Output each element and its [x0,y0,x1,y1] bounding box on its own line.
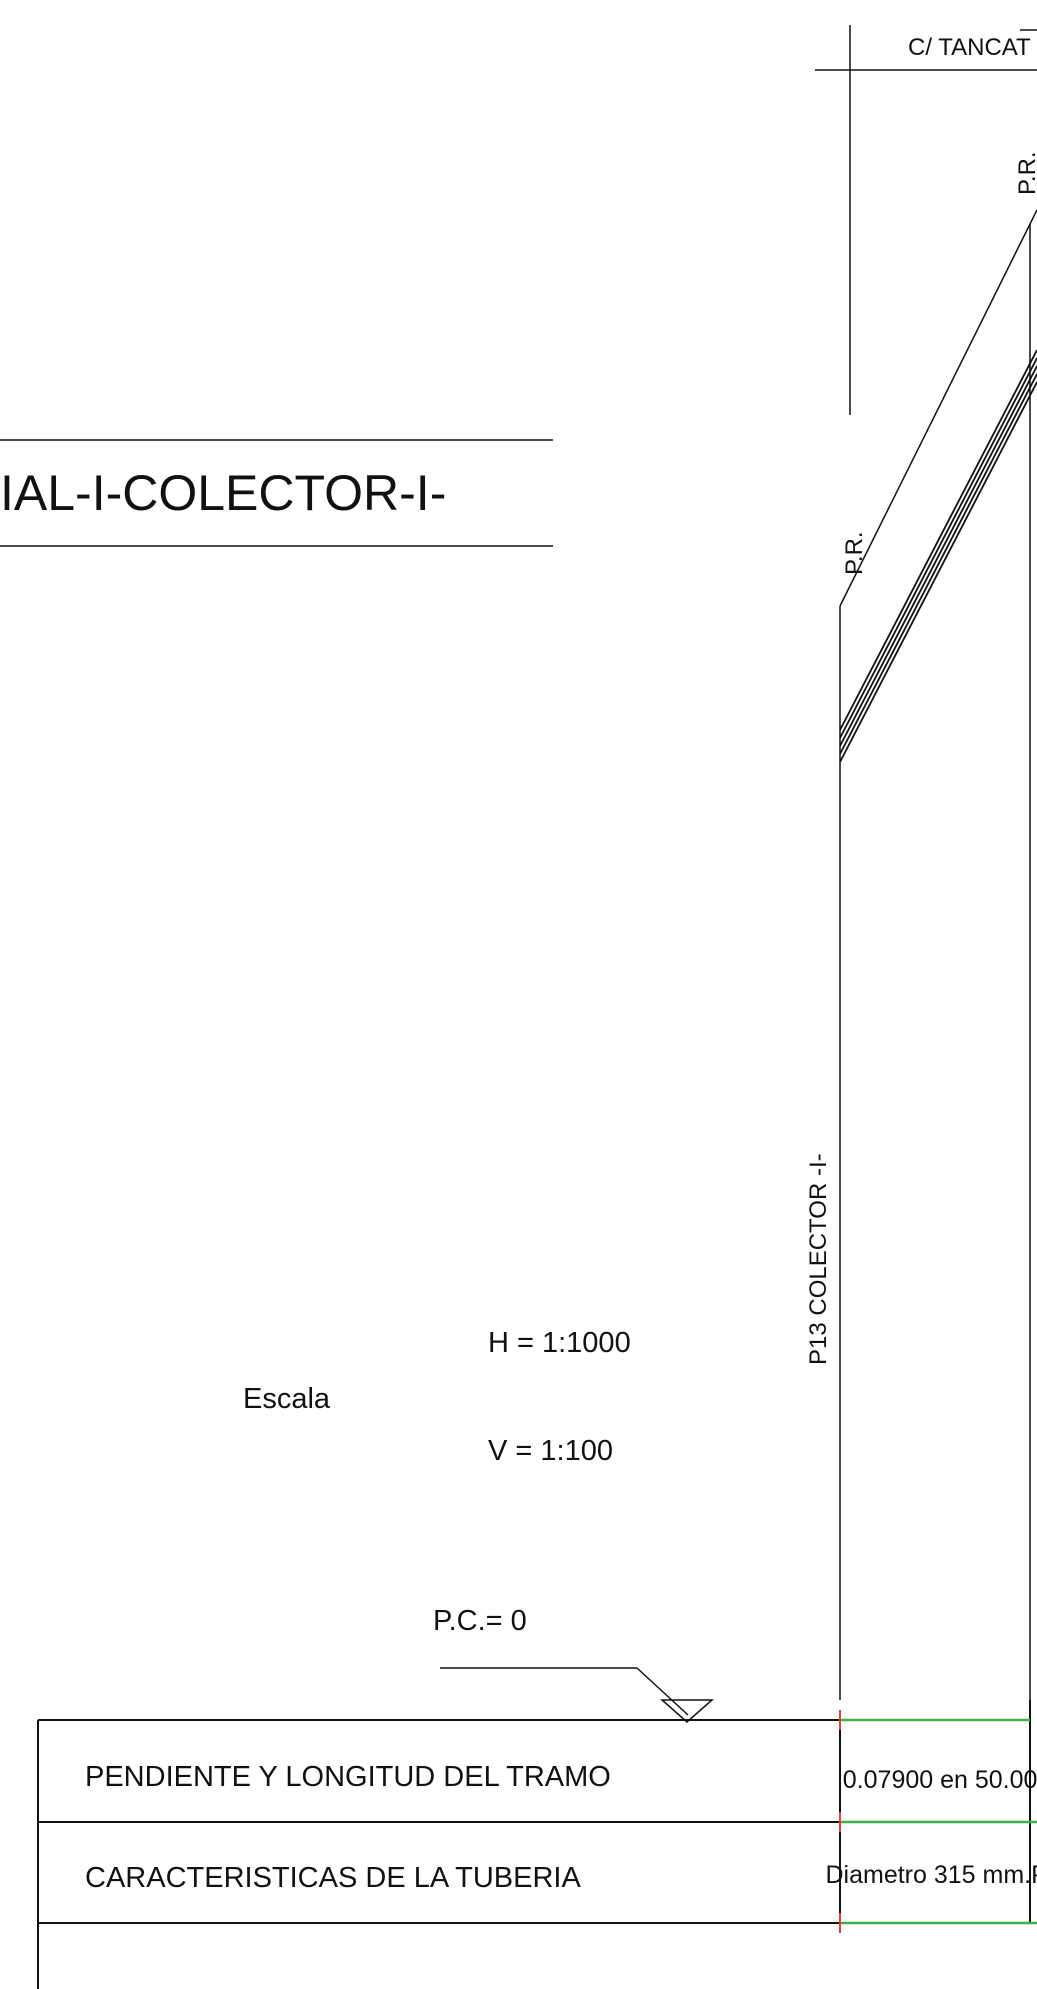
street-label: C/ TANCAT DE SA TORRE [908,34,1037,61]
green-separators [840,1718,1037,1925]
pr-label-left: P.R. [841,531,868,575]
scale-label: Escala [243,1383,331,1415]
drawing-title: IAL-I-COLECTOR-I- [0,465,446,521]
pipe-lines [839,349,1037,763]
pendiente-value: 0.07900 en 50.00 m [843,1766,1037,1794]
scale-horizontal: H = 1:1000 [488,1327,631,1359]
terrain-line [839,209,1037,607]
pr-label-right: P.R. [1014,151,1037,195]
datum-marker [440,1667,714,1723]
data-table [37,1700,1031,1989]
scale-vertical: V = 1:100 [488,1435,613,1467]
datum-label: P.C.= 0 [433,1605,527,1637]
caracteristicas-value: Diametro 315 mm.PVC [825,1861,1037,1889]
caracteristicas-label: CARACTERISTICAS DE LA TUBERIA [85,1862,581,1894]
pendiente-label: PENDIENTE Y LONGITUD DEL TRAMO [85,1761,611,1793]
well-label: P13 COLECTOR -I- [805,1153,832,1365]
